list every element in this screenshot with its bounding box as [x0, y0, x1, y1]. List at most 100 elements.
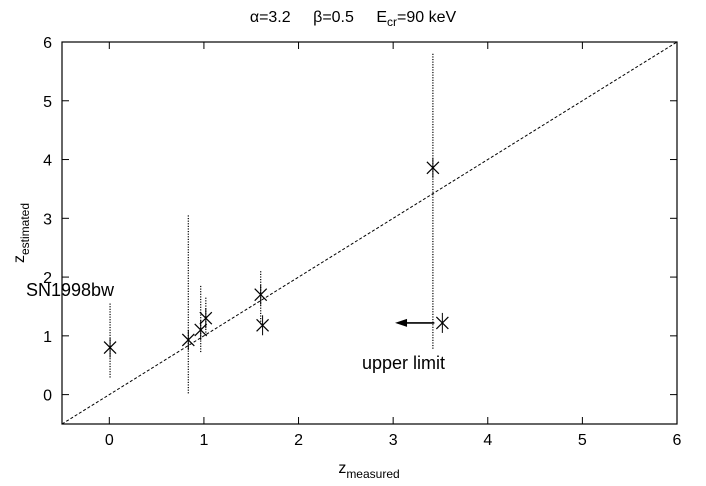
spread-dot: [432, 285, 434, 287]
spread-dot: [187, 324, 189, 326]
x-axis-label-sub: measured: [346, 467, 399, 481]
spread-dot: [109, 365, 111, 368]
spread-dot: [432, 147, 434, 149]
spread-dot: [432, 339, 434, 341]
x-tick-label: 6: [673, 432, 682, 449]
spread-dot: [187, 290, 189, 292]
spread-dot: [432, 227, 434, 230]
reference-line-layer: [61, 41, 678, 425]
spread-dot: [205, 302, 207, 305]
spread-dot: [432, 298, 434, 300]
spread-dot: [432, 118, 434, 120]
spread-dot: [432, 290, 434, 292]
spread-dot: [187, 215, 189, 217]
spread-dot: [432, 274, 434, 276]
spread-dot: [187, 282, 189, 285]
spread-dot: [432, 287, 434, 289]
spread-dot: [432, 53, 434, 55]
spread-dot: [432, 225, 434, 227]
y-tick-label: 2: [43, 270, 52, 287]
spread-dot: [187, 366, 189, 368]
y-tick-label: 0: [43, 388, 52, 405]
spread-dot: [205, 328, 207, 331]
spread-dot: [432, 261, 434, 263]
spread-dot: [260, 320, 262, 322]
y-axis-label: zestimated: [11, 203, 32, 263]
spread-dot: [200, 285, 202, 288]
upper-limit-label: upper limit: [362, 353, 445, 373]
spread-dot: [109, 371, 111, 373]
spread-dot: [432, 113, 434, 115]
spread-dot: [432, 212, 434, 214]
spread-dot: [432, 56, 434, 58]
spread-dot: [187, 217, 189, 220]
spread-dot: [200, 304, 202, 306]
spread-dot: [187, 301, 189, 303]
spread-dot: [187, 353, 189, 355]
spread-dot: [432, 331, 434, 334]
spread-dot: [205, 297, 207, 299]
spread-dot: [432, 246, 434, 248]
spread-column: [200, 285, 202, 353]
spread-dot: [260, 318, 262, 320]
spread-dot: [432, 329, 434, 331]
spread-dot: [432, 79, 434, 81]
x-axis-label-main: z: [338, 460, 346, 477]
spread-dot: [432, 129, 434, 131]
spread-dot: [187, 321, 189, 324]
spread-dot: [200, 343, 202, 345]
y-tick-label: 4: [43, 153, 52, 170]
spread-dot: [109, 319, 111, 321]
spread-dot: [432, 188, 434, 191]
spread-dot: [109, 326, 111, 329]
spread-dot: [432, 144, 434, 146]
spread-dot: [432, 342, 434, 344]
spread-dot: [432, 222, 434, 224]
spread-dot: [432, 116, 434, 118]
data-point: [435, 312, 449, 333]
data-point: [199, 308, 213, 329]
spread-dot: [432, 316, 434, 318]
spread-dot: [432, 209, 434, 211]
spread-dot: [432, 97, 434, 100]
spread-dot: [187, 311, 189, 313]
spread-dot: [200, 348, 202, 350]
spread-dot: [432, 279, 434, 282]
spread-dot: [432, 131, 434, 133]
spread-dot: [432, 183, 434, 185]
spread-dot: [432, 69, 434, 71]
spread-dot: [187, 381, 189, 383]
y-tick-label: 3: [43, 211, 52, 228]
spread-dot: [260, 271, 262, 273]
spread-dot: [432, 87, 434, 89]
spread-dot: [432, 71, 434, 74]
spread-dot: [187, 269, 189, 272]
spread-dot: [432, 217, 434, 219]
spread-dot: [432, 347, 434, 349]
data-point: [181, 329, 195, 350]
spread-dot: [200, 314, 202, 316]
spread-dot: [432, 90, 434, 92]
spread-dot: [187, 238, 189, 240]
title-alpha: α=3.2: [250, 9, 291, 26]
spread-dot: [109, 316, 111, 318]
spread-dot: [432, 149, 434, 152]
spread-column: [187, 215, 189, 394]
spread-dot: [187, 249, 189, 251]
spread-dot: [432, 142, 434, 144]
spread-dot: [432, 155, 434, 157]
data-point: [426, 157, 440, 178]
y-tick-label: 1: [43, 329, 52, 346]
spread-dot: [432, 121, 434, 123]
spread-dot: [187, 373, 189, 376]
x-axis-label: zmeasured: [338, 460, 399, 481]
spread-dot: [187, 225, 189, 227]
spread-dot: [432, 82, 434, 84]
spread-dot: [432, 305, 434, 308]
spread-dot: [432, 66, 434, 68]
y-axis-label-main: z: [11, 255, 28, 263]
spread-dot: [432, 324, 434, 326]
spread-dot: [432, 282, 434, 284]
spread-dot: [200, 298, 202, 301]
